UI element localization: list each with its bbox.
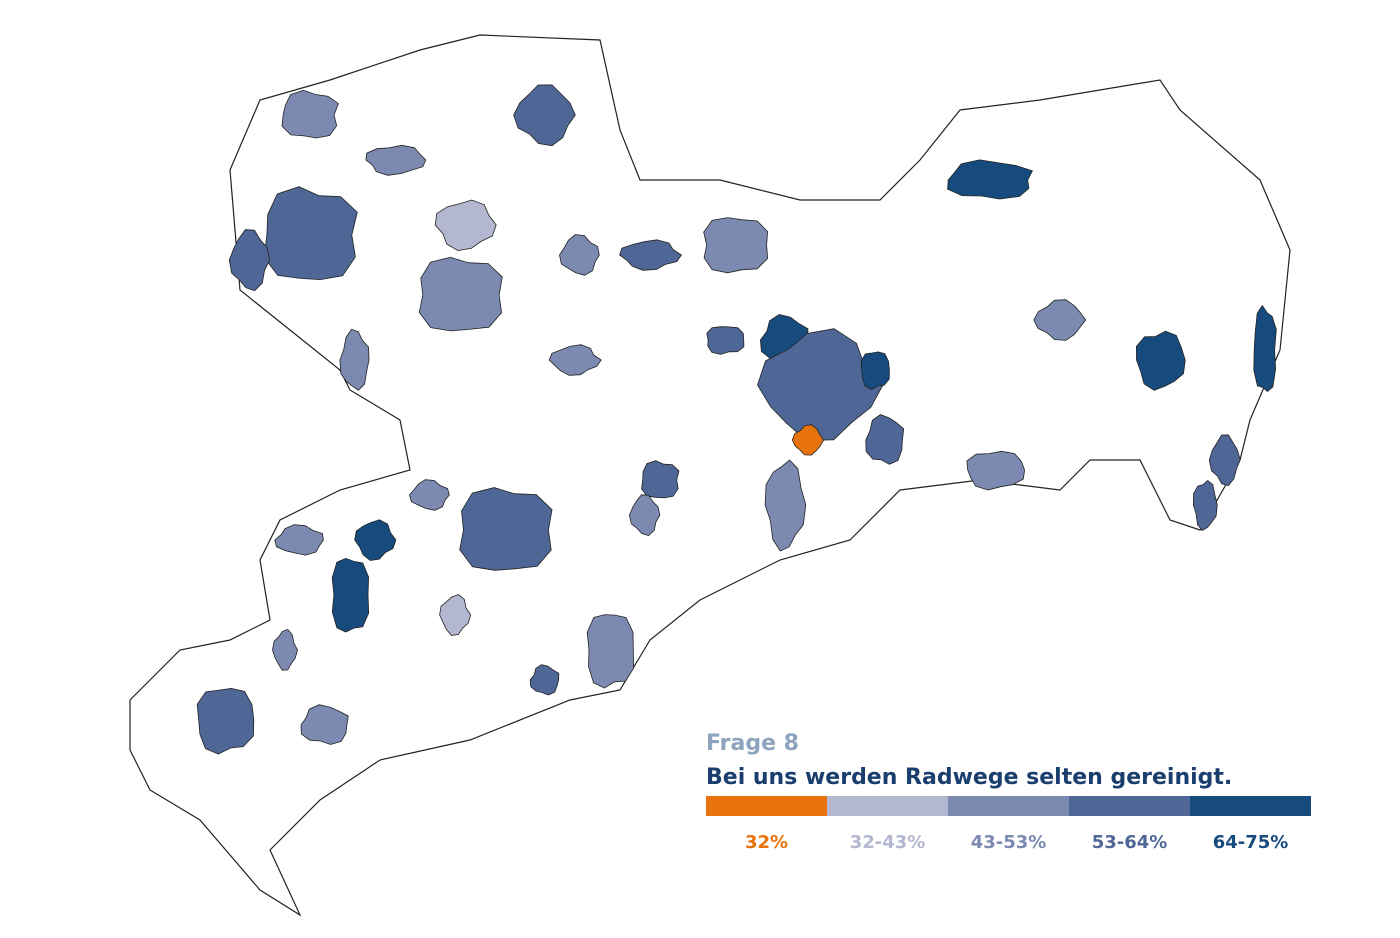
- district: [791, 424, 825, 456]
- legend-swatch: [1190, 796, 1311, 816]
- legend: 32% 32-43% 43-53% 53-64% 64-75%: [706, 796, 1311, 853]
- district: [300, 704, 349, 745]
- legend-label: 64-75%: [1213, 832, 1289, 853]
- question-text: Bei uns werden Radwege selten gereinigt.: [706, 765, 1232, 790]
- district: [641, 460, 680, 499]
- district: [228, 229, 271, 292]
- state-outline: [129, 34, 1291, 917]
- district: [703, 217, 769, 274]
- district: [757, 328, 884, 441]
- legend-label: 32-43%: [850, 832, 926, 853]
- legend-label: 53-64%: [1092, 832, 1168, 853]
- district: [354, 519, 397, 561]
- legend-label: 43-53%: [971, 832, 1047, 853]
- district: [1192, 479, 1218, 532]
- legend-swatch: [706, 796, 827, 816]
- district: [619, 239, 682, 271]
- district: [434, 199, 497, 252]
- legend-swatch: [1069, 796, 1190, 816]
- district: [513, 84, 576, 147]
- district: [1208, 434, 1241, 487]
- district: [1135, 330, 1186, 391]
- district: [196, 687, 255, 755]
- district: [281, 89, 339, 139]
- legend-label: 32%: [745, 832, 788, 853]
- district: [628, 494, 661, 536]
- district: [409, 479, 450, 511]
- question-number: Frage 8: [706, 731, 799, 756]
- district: [1033, 299, 1087, 341]
- district: [966, 450, 1026, 491]
- district: [947, 159, 1033, 200]
- district: [263, 186, 358, 281]
- district: [459, 487, 553, 571]
- district: [860, 351, 890, 390]
- district: [439, 594, 472, 636]
- legend-swatch: [948, 796, 1069, 816]
- regions: [196, 84, 1277, 755]
- district: [365, 144, 427, 176]
- district: [274, 524, 324, 556]
- district: [339, 328, 370, 391]
- district: [272, 629, 299, 671]
- district: [548, 344, 602, 376]
- district: [559, 234, 600, 276]
- district: [418, 256, 503, 332]
- district: [764, 459, 807, 552]
- district: [529, 664, 560, 696]
- legend-swatch: [827, 796, 948, 816]
- district: [331, 557, 370, 633]
- district: [706, 326, 745, 355]
- district: [865, 414, 905, 465]
- district: [586, 614, 635, 689]
- district: [1253, 304, 1277, 393]
